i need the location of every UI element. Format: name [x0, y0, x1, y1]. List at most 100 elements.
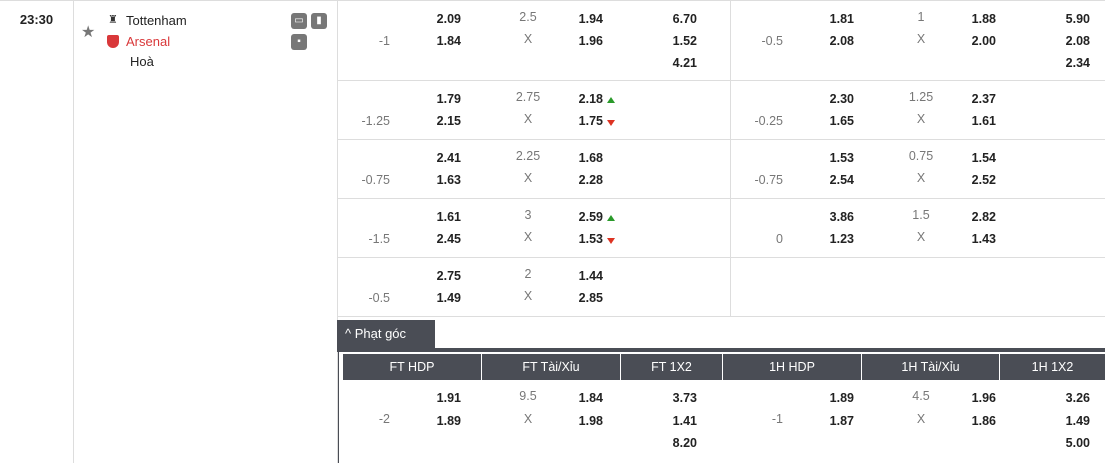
away-odds[interactable]: 1.87 [829, 414, 854, 428]
under-label: X [523, 112, 533, 126]
total-line: 1.25 [908, 90, 934, 104]
1x2-odds[interactable]: 3.26 [1065, 391, 1090, 405]
handicap-line: 0 [776, 232, 783, 246]
home-odds[interactable]: 1.89 [829, 391, 854, 405]
away-odds[interactable]: 1.63 [436, 173, 461, 187]
away-team[interactable]: Arsenal [126, 34, 171, 49]
under-odds[interactable]: 1.98 [578, 414, 603, 428]
home-odds[interactable]: 2.30 [829, 92, 854, 106]
away-odds[interactable]: 1.65 [829, 114, 854, 128]
home-odds[interactable]: 1.61 [436, 210, 461, 224]
column-header: FT 1X2 [621, 354, 722, 380]
over-odds[interactable]: 2.37 [971, 92, 996, 106]
corner-tab[interactable]: ^ Phạt góc [337, 320, 435, 349]
under-label: X [916, 230, 926, 244]
under-odds[interactable]: 1.61 [971, 114, 996, 128]
under-label: X [523, 171, 533, 185]
over-odds[interactable]: 1.54 [971, 151, 996, 165]
match-time: 23:30 [19, 12, 54, 27]
tv-icon[interactable]: ▭ [291, 13, 307, 29]
1x2-odds[interactable]: 6.70 [672, 12, 697, 26]
arrow-up-icon [607, 97, 615, 103]
over-odds[interactable]: 1.84 [578, 391, 603, 405]
total-line: 9.5 [519, 389, 537, 403]
over-odds[interactable]: 2.59 [578, 210, 603, 224]
home-odds[interactable]: 2.75 [436, 269, 461, 283]
row-divider [337, 80, 1105, 81]
over-odds[interactable]: 1.88 [971, 12, 996, 26]
under-odds[interactable]: 1.86 [971, 414, 996, 428]
over-odds[interactable]: 1.96 [971, 391, 996, 405]
total-line: 2.75 [515, 90, 541, 104]
away-odds[interactable]: 1.89 [436, 414, 461, 428]
handicap-line: -1 [378, 34, 390, 48]
away-odds[interactable]: 1.23 [829, 232, 854, 246]
home-odds[interactable]: 3.86 [829, 210, 854, 224]
away-odds[interactable]: 1.84 [436, 34, 461, 48]
over-odds[interactable]: 1.68 [578, 151, 603, 165]
row-divider [337, 257, 1105, 258]
under-odds[interactable]: 2.28 [578, 173, 603, 187]
1x2-odds[interactable]: 1.52 [672, 34, 697, 48]
under-odds[interactable]: 1.96 [578, 34, 603, 48]
handicap-line: -0.5 [761, 34, 783, 48]
under-odds[interactable]: 2.85 [578, 291, 603, 305]
handicap-line: -1.25 [361, 114, 391, 128]
draw-label: Hoà [130, 54, 154, 69]
star-icon[interactable]: ★ [81, 24, 96, 41]
total-line: 4.5 [912, 389, 930, 403]
away-odds[interactable]: 2.15 [436, 114, 461, 128]
over-odds[interactable]: 2.18 [578, 92, 603, 106]
under-odds[interactable]: 2.52 [971, 173, 996, 187]
away-odds[interactable]: 2.54 [829, 173, 854, 187]
under-label: X [916, 412, 926, 426]
1x2-odds[interactable]: 2.08 [1065, 34, 1090, 48]
under-label: X [523, 412, 533, 426]
stats-icon[interactable]: ▮ [311, 13, 327, 29]
handicap-line: -1 [771, 412, 783, 426]
over-odds[interactable]: 2.82 [971, 210, 996, 224]
over-odds[interactable]: 1.44 [578, 269, 603, 283]
home-team-logo-icon: ♜ [108, 14, 118, 26]
under-odds[interactable]: 2.00 [971, 34, 996, 48]
1x2-odds[interactable]: 4.21 [672, 56, 697, 70]
away-odds[interactable]: 1.49 [436, 291, 461, 305]
total-line: 0.75 [908, 149, 934, 163]
home-odds[interactable]: 1.91 [436, 391, 461, 405]
lineup-icon[interactable]: ▪ [291, 34, 307, 50]
1x2-odds[interactable]: 3.73 [672, 391, 697, 405]
under-label: X [523, 289, 533, 303]
handicap-line: -2 [378, 412, 390, 426]
1x2-odds[interactable]: 5.00 [1065, 436, 1090, 450]
1x2-odds[interactable]: 2.34 [1065, 56, 1090, 70]
home-odds[interactable]: 2.41 [436, 151, 461, 165]
handicap-line: -0.75 [754, 173, 784, 187]
away-odds[interactable]: 2.08 [829, 34, 854, 48]
chevron-up-icon: ^ [345, 326, 355, 341]
under-label: X [523, 32, 533, 46]
under-odds[interactable]: 1.75 [578, 114, 603, 128]
1x2-odds[interactable]: 5.90 [1065, 12, 1090, 26]
column-header: 1H HDP [723, 354, 861, 380]
spacer [0, 80, 337, 81]
total-line: 2.25 [515, 149, 541, 163]
under-odds[interactable]: 1.53 [578, 232, 603, 246]
1x2-odds[interactable]: 8.20 [672, 436, 697, 450]
under-odds[interactable]: 1.43 [971, 232, 996, 246]
away-odds[interactable]: 2.45 [436, 232, 461, 246]
row-divider [337, 139, 1105, 140]
handicap-line: -0.75 [361, 173, 391, 187]
corner-divider [337, 348, 1105, 352]
home-odds[interactable]: 2.09 [436, 12, 461, 26]
home-team[interactable]: Tottenham [126, 13, 187, 28]
home-odds[interactable]: 1.79 [436, 92, 461, 106]
1x2-odds[interactable]: 1.41 [672, 414, 697, 428]
total-line: 2.5 [519, 10, 537, 24]
row-divider [337, 316, 1105, 317]
over-odds[interactable]: 1.94 [578, 12, 603, 26]
total-line: 3 [524, 208, 532, 222]
away-team-logo-icon [107, 35, 119, 48]
home-odds[interactable]: 1.53 [829, 151, 854, 165]
1x2-odds[interactable]: 1.49 [1065, 414, 1090, 428]
home-odds[interactable]: 1.81 [829, 12, 854, 26]
